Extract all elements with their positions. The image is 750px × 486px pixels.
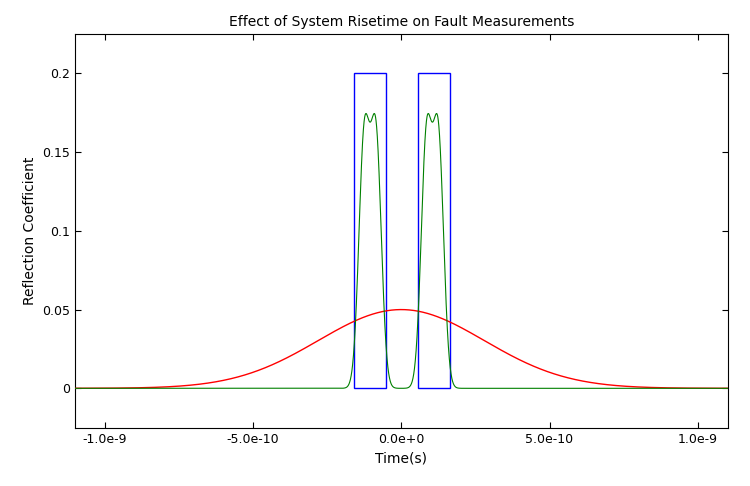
Y-axis label: Reflection Coefficient: Reflection Coefficient [22, 156, 37, 305]
Title: Effect of System Risetime on Fault Measurements: Effect of System Risetime on Fault Measu… [229, 15, 574, 29]
Bar [354, 73, 386, 388]
Bar [418, 73, 450, 388]
X-axis label: Time(s): Time(s) [375, 451, 427, 465]
